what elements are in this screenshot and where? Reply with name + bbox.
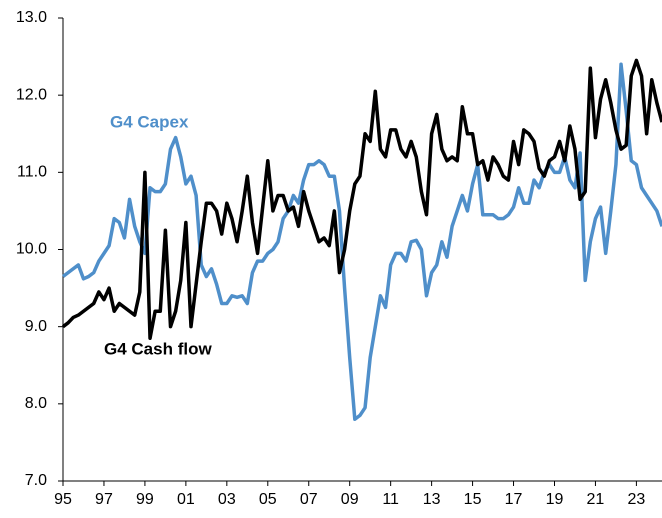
y-tick-label: 7.0	[25, 472, 47, 489]
x-tick-label: 11	[382, 491, 399, 508]
x-tick-label: 15	[464, 491, 482, 508]
series-line	[61, 58, 662, 340]
series-label: G4 Capex	[110, 112, 189, 131]
x-tick-label: 17	[505, 491, 523, 508]
x-tick-label: 03	[218, 491, 236, 508]
x-tick-label: 95	[54, 491, 72, 508]
y-tick-label: 12.0	[16, 86, 47, 103]
x-tick-label: 01	[177, 491, 195, 508]
y-tick-label: 13.0	[16, 9, 47, 26]
y-tick-label: 11.0	[17, 164, 47, 181]
x-tick-label: 21	[587, 491, 605, 508]
series-line	[61, 62, 662, 422]
y-tick-label: 8.0	[25, 395, 47, 412]
x-tick-label: 23	[628, 491, 646, 508]
x-tick-label: 07	[300, 491, 318, 508]
x-tick-label: 09	[341, 491, 359, 508]
x-tick-label: 05	[259, 491, 277, 508]
y-tick-label: 9.0	[25, 318, 47, 335]
x-tick-label: 13	[423, 491, 441, 508]
y-tick-label: 10.0	[16, 241, 47, 258]
x-tick-label: 19	[546, 491, 564, 508]
x-tick-label: 99	[136, 491, 154, 508]
x-tick-label: 97	[95, 491, 113, 508]
series-label: G4 Cash flow	[104, 339, 212, 358]
